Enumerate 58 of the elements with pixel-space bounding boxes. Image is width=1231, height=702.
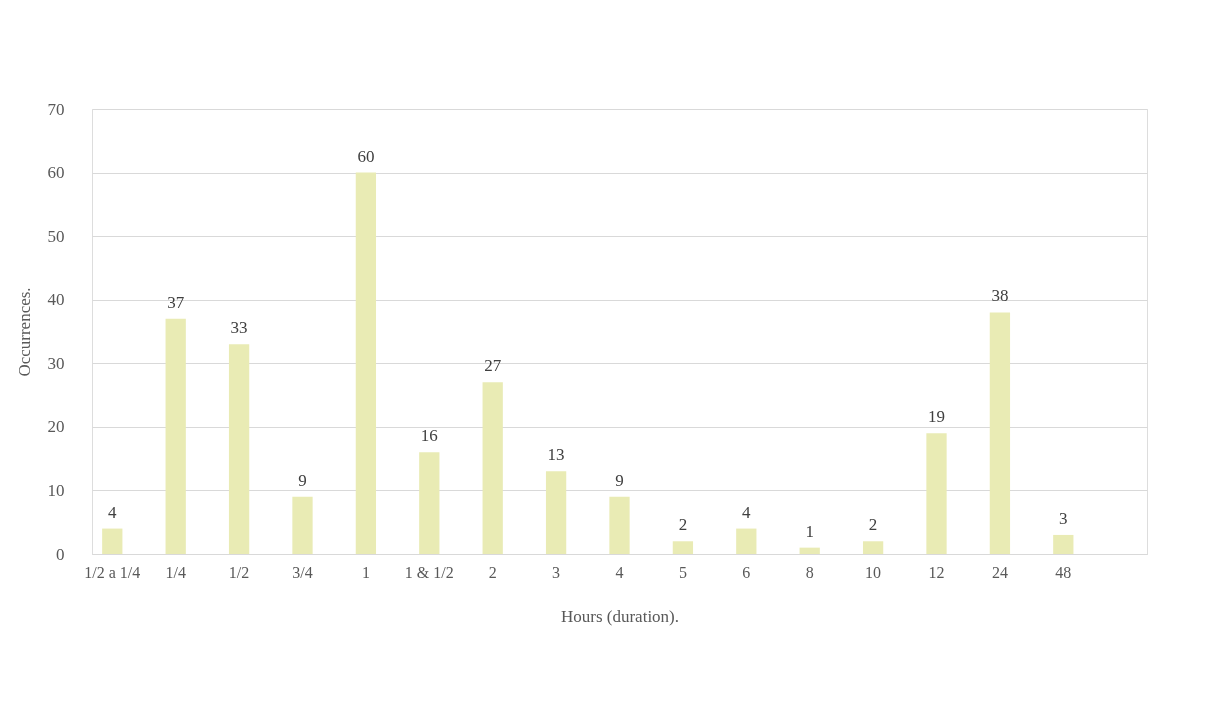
data-label: 38 [991, 286, 1009, 306]
data-label: 16 [420, 426, 438, 446]
x-tick-label: 1 [361, 563, 370, 581]
x-tick-label: 6 [742, 563, 751, 581]
bar [862, 541, 884, 554]
bar [165, 318, 186, 554]
x-tick-label: 1/2 a 1/4 [84, 563, 141, 581]
bar [228, 344, 250, 554]
data-label: 2 [868, 515, 878, 535]
bar [926, 433, 947, 554]
x-tick-label: 8 [805, 563, 814, 581]
bar [799, 547, 820, 554]
y-tick-label: 0 [56, 544, 65, 564]
x-tick-label: 4 [615, 563, 624, 581]
x-tick-label: 3/4 [292, 563, 313, 581]
bar [1053, 534, 1074, 554]
x-tick-label: 5 [678, 563, 687, 581]
x-tick-label: 10 [865, 563, 882, 581]
x-tick-label: 12 [928, 563, 945, 581]
x-tick-label: 1 & 1/2 [404, 563, 454, 581]
bar [292, 496, 313, 554]
y-tick-label: 30 [47, 353, 65, 373]
y-tick-label: 60 [47, 163, 65, 183]
data-label: 1 [805, 521, 814, 541]
y-tick-label: 70 [47, 99, 65, 119]
x-axis-title: Hours (duration). [560, 606, 680, 626]
data-label: 33 [230, 318, 248, 338]
bar [672, 541, 694, 554]
data-label: 9 [615, 470, 624, 490]
x-tick-label: 3 [552, 563, 561, 581]
y-axis-title: Occurrences. [14, 287, 34, 377]
data-label: 9 [298, 470, 307, 490]
bar [102, 528, 123, 554]
x-tick-label: 48 [1055, 563, 1072, 581]
y-tick-label: 10 [47, 480, 65, 500]
bar [609, 496, 630, 554]
data-label: 37 [167, 292, 185, 312]
data-label: 4 [742, 502, 752, 522]
bar [545, 471, 567, 554]
bar [736, 528, 757, 554]
y-tick-label: 20 [47, 417, 65, 437]
data-label: 60 [357, 146, 375, 166]
data-label: 3 [1059, 508, 1068, 528]
x-tick-label: 24 [991, 563, 1008, 581]
data-label: 27 [484, 356, 502, 376]
y-tick-label: 40 [47, 290, 65, 310]
bar [355, 172, 377, 554]
data-label: 13 [547, 445, 565, 465]
bar [989, 312, 1011, 554]
y-tick-label: 50 [47, 226, 65, 246]
data-label: 19 [928, 407, 946, 427]
x-tick-label: 1/4 [165, 563, 186, 581]
data-label: 2 [678, 515, 688, 535]
bar [482, 382, 503, 554]
x-tick-label: 1/2 [228, 563, 250, 581]
bar [419, 452, 440, 554]
x-tick-label: 2 [488, 563, 497, 581]
data-label: 4 [108, 502, 118, 522]
